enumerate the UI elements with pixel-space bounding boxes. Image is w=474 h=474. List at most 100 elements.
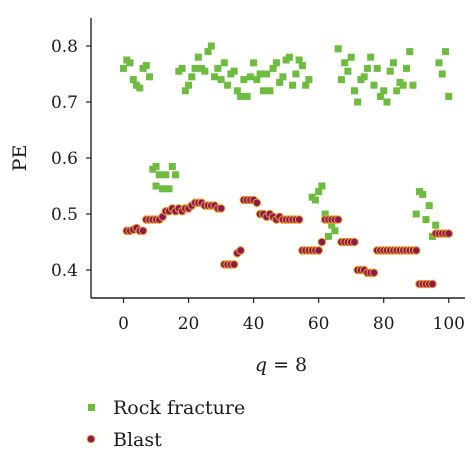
data-point [269,64,277,72]
data-point [321,210,329,218]
data-point [214,64,222,72]
data-point [370,81,378,89]
data-point [337,76,345,84]
data-point [159,185,167,193]
data-point [292,70,300,78]
data-point [217,76,225,84]
data-point [236,246,245,255]
x-tick-label: 40 [243,314,265,334]
data-point [201,67,209,75]
x-tick-label: 20 [178,314,200,334]
y-tick-label: 0.4 [51,261,78,281]
data-point [393,87,401,95]
data-point [386,67,394,75]
data-point [263,70,271,78]
data-point [334,45,342,53]
data-point [317,237,327,247]
x-tick-label: 100 [433,314,465,334]
y-tick-label: 0.6 [51,149,78,169]
data-point [422,216,430,224]
data-point [204,48,212,56]
y-tick-label: 0.7 [51,93,78,113]
data-point [289,81,297,89]
data-point [333,215,343,224]
data-point [380,87,388,95]
data-point [302,81,310,89]
data-point [373,64,381,72]
data-point [432,221,440,229]
data-point [142,62,150,70]
data-point [162,171,170,179]
data-point [411,246,421,255]
x-axis-title: q = 8 [255,354,307,376]
data-point [285,53,293,61]
data-point [138,226,148,236]
data-point [272,59,280,67]
data-point [230,67,238,75]
data-point [120,64,128,72]
data-point [178,64,186,72]
data-point [438,70,446,78]
data-point [328,221,336,229]
series-rock-fracture [120,42,453,240]
data-point [412,210,420,218]
data-point [168,162,176,170]
data-point [246,73,254,81]
data-point [266,87,274,95]
data-point [331,227,339,235]
data-point [294,215,304,224]
data-point [229,260,239,269]
data-point [136,84,144,92]
data-point [237,92,245,100]
data-point [350,237,359,247]
data-point [419,190,427,198]
data-point [305,76,313,84]
data-point [445,92,453,100]
data-point [253,76,261,84]
data-point [126,59,134,67]
data-point [406,48,414,56]
data-point [311,196,319,204]
x-tick-label: 0 [118,314,129,334]
data-point [129,76,137,84]
x-ticks: 0 20 40 60 80 100 [118,298,465,334]
data-point [314,246,323,255]
data-point [256,70,264,78]
x-tick-label: 80 [373,314,395,334]
data-point [315,188,323,196]
y-tick-label: 0.8 [51,37,78,57]
y-ticks: 0.4 0.5 0.6 0.7 0.8 [51,37,91,281]
data-point [344,67,352,75]
legend-marker-circle [86,434,96,444]
data-point [347,53,355,61]
legend: Rock fracture Blast [86,397,245,451]
data-point [276,78,284,86]
data-point [243,92,251,100]
data-point [194,53,202,61]
series-blast [122,195,454,289]
data-point [155,171,163,179]
data-point [425,202,433,210]
data-point [250,59,258,67]
legend-item-rock-fracture: Rock fracture [88,397,245,419]
series-layer [120,42,454,289]
data-point [295,56,303,64]
data-point [188,73,196,81]
data-point [224,81,232,89]
data-point [165,185,173,193]
data-point [185,81,193,89]
data-point [409,81,417,89]
data-point [298,62,306,70]
legend-label-blast: Blast [113,429,162,451]
data-point [435,59,443,67]
legend-marker-square [88,404,95,411]
data-point [367,53,375,61]
data-point [216,204,226,213]
y-tick-label: 0.5 [51,205,78,225]
data-point [324,232,332,240]
data-point [399,81,407,89]
data-point [233,87,241,95]
data-point [152,182,160,190]
data-point [220,59,228,67]
